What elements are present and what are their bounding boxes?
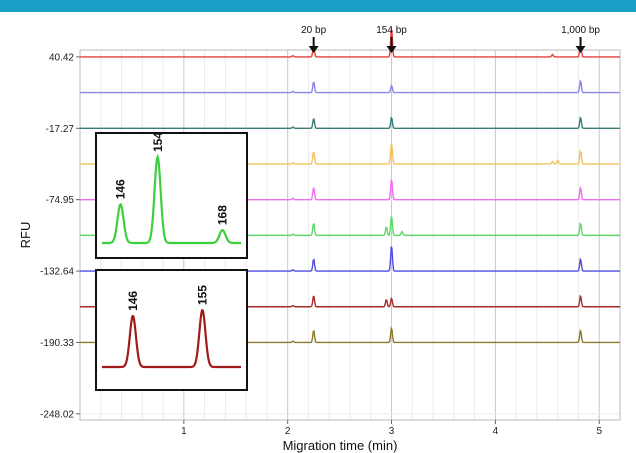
x-tick-label: 1 — [181, 426, 187, 437]
insets: 146 154 168 146 155 — [95, 132, 248, 391]
inset-peak-label: 154 — [151, 132, 165, 152]
y-axis-title: RFU — [18, 222, 33, 249]
size-marker-arrow-head — [308, 46, 319, 53]
trace-2 — [80, 79, 620, 94]
size-marker-label: 20 bp — [301, 25, 326, 36]
y-tick-label: 40.42 — [49, 52, 74, 63]
x-tick-label: 5 — [596, 426, 602, 437]
size-marker-arrow-head — [386, 46, 397, 53]
size-marker-label: 154 bp — [376, 25, 407, 36]
y-tick-label: -17.27 — [46, 124, 75, 135]
y-tick-label: -190.33 — [40, 338, 74, 349]
inset-2: 146 155 — [95, 269, 248, 391]
inset-peak-label: 146 — [114, 179, 128, 199]
trace-1 — [80, 28, 620, 58]
size-markers: 20 bp 154 bp 1,000 bp — [301, 25, 600, 53]
y-tick-label: -248.02 — [40, 409, 74, 420]
inset-1: 146 154 168 — [95, 132, 248, 259]
inset-peak-label: 168 — [216, 205, 230, 225]
x-axis-title: Migration time (min) — [283, 438, 398, 453]
y-tick-label: -132.64 — [40, 267, 74, 278]
inset-frame — [95, 269, 248, 391]
size-marker-arrow-head — [575, 46, 586, 53]
trace-3 — [80, 116, 620, 129]
inset-frame — [95, 132, 248, 259]
header-bar — [0, 0, 636, 12]
x-tick-label: 2 — [285, 426, 291, 437]
y-axis-ticks: 40.42 -17.27 -74.95 -132.64 -190.33 -248.02 — [40, 52, 80, 420]
inset-peak-label: 155 — [196, 285, 210, 305]
x-axis-ticks: 1 2 3 4 5 — [181, 420, 602, 437]
x-tick-label: 3 — [389, 426, 395, 437]
inset-peak-label: 146 — [126, 291, 140, 311]
x-tick-label: 4 — [493, 426, 499, 437]
inset-trace — [102, 153, 241, 245]
y-tick-label: -74.95 — [46, 195, 75, 206]
size-marker-label: 1,000 bp — [561, 25, 600, 36]
inset-trace — [102, 309, 241, 369]
